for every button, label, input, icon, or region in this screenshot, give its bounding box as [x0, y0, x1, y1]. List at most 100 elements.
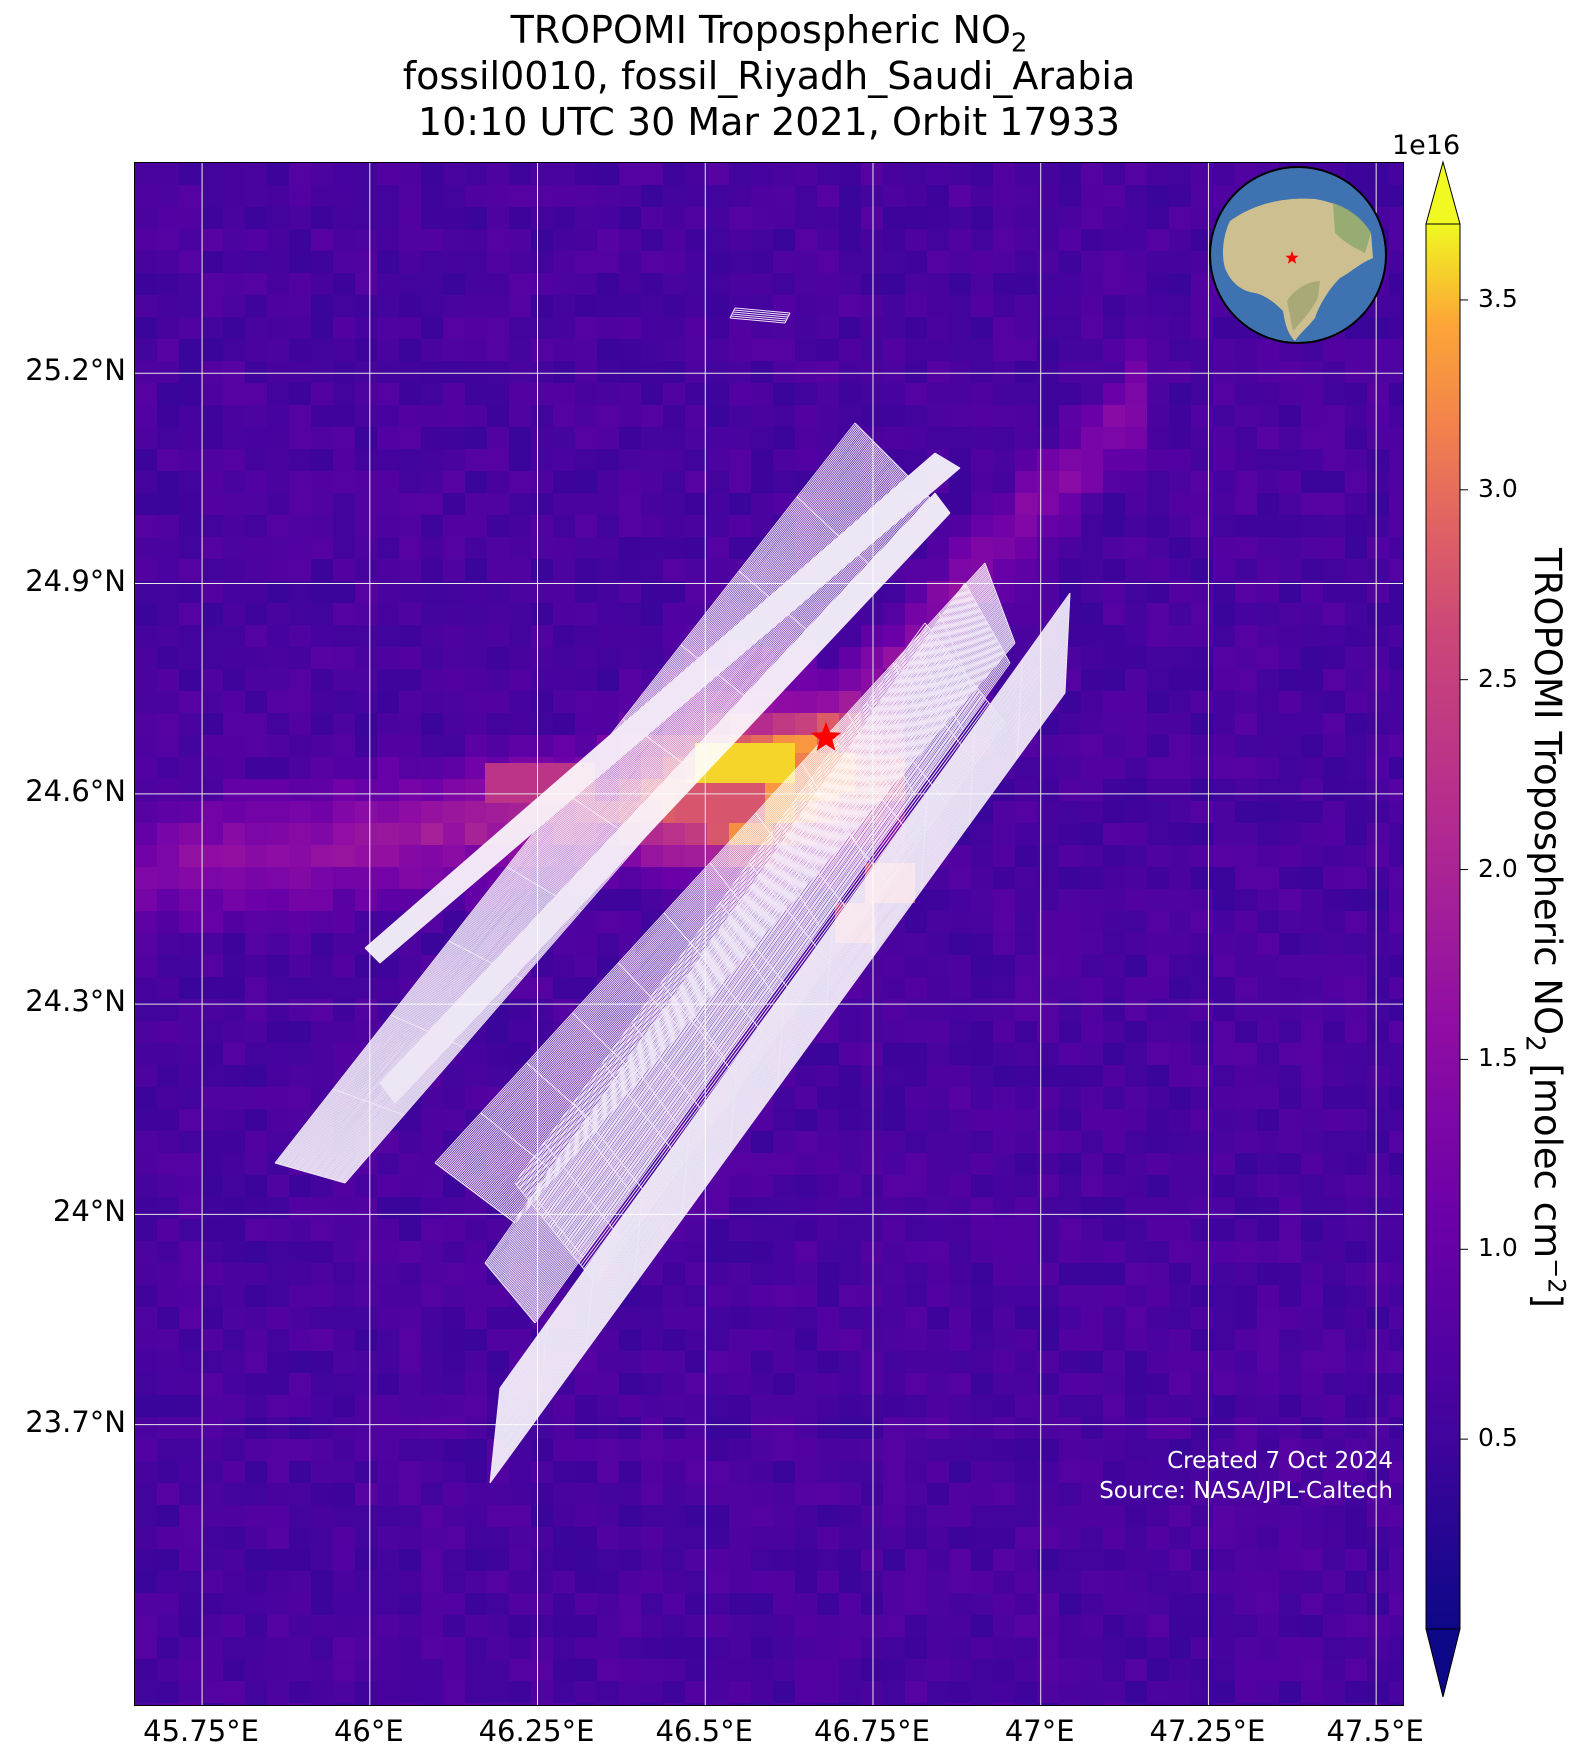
- no2-pixel: [465, 1417, 488, 1440]
- no2-pixel: [179, 889, 202, 912]
- no2-pixel: [1147, 1637, 1170, 1660]
- no2-pixel: [1147, 713, 1170, 736]
- no2-pixel: [311, 1175, 334, 1198]
- no2-pixel: [1257, 713, 1280, 736]
- no2-pixel: [1125, 1131, 1148, 1154]
- no2-pixel: [1059, 889, 1082, 912]
- no2-pixel: [575, 383, 598, 406]
- no2-pixel: [1323, 691, 1346, 714]
- no2-pixel: [311, 449, 334, 472]
- no2-pixel: [1169, 1329, 1192, 1352]
- no2-pixel: [883, 1087, 906, 1110]
- no2-pixel: [1169, 1153, 1192, 1176]
- no2-pixel: [245, 1219, 268, 1242]
- no2-pixel: [707, 537, 730, 560]
- no2-pixel: [465, 229, 488, 252]
- no2-pixel: [1081, 1197, 1104, 1220]
- no2-pixel: [179, 515, 202, 538]
- no2-pixel: [311, 559, 334, 582]
- no2-pixel: [179, 493, 202, 516]
- no2-pixel: [927, 1219, 950, 1242]
- no2-pixel: [223, 1219, 246, 1242]
- no2-pixel: [597, 1637, 620, 1660]
- swath-line: [493, 651, 1068, 1444]
- no2-pixel: [1125, 1637, 1148, 1660]
- no2-pixel: [1301, 1351, 1324, 1374]
- longitude-tick-label: 46.5°E: [655, 1714, 753, 1748]
- no2-pixel: [685, 1329, 708, 1352]
- no2-pixel: [465, 757, 488, 780]
- no2-pixel: [993, 955, 1016, 978]
- no2-pixel: [905, 1417, 928, 1440]
- no2-pixel: [1147, 735, 1170, 758]
- no2-map-panel: Created 7 Oct 2024 Source: NASA/JPL-Calt…: [134, 162, 1404, 1706]
- no2-pixel: [597, 317, 620, 340]
- swath-line: [499, 597, 1071, 1394]
- no2-pixel: [1147, 1109, 1170, 1132]
- no2-pixel: [1279, 1483, 1302, 1506]
- no2-pixel: [707, 1571, 730, 1594]
- no2-pixel: [1037, 581, 1060, 604]
- no2-pixel: [1103, 845, 1126, 868]
- no2-pixel: [773, 1571, 796, 1594]
- no2-pixel: [333, 273, 356, 296]
- no2-pixel: [1213, 955, 1236, 978]
- no2-pixel: [707, 1527, 730, 1550]
- no2-pixel: [201, 449, 224, 472]
- no2-pixel: [443, 515, 466, 538]
- no2-pixel: [685, 1351, 708, 1374]
- no2-pixel: [289, 427, 312, 450]
- no2-pixel: [993, 1329, 1016, 1352]
- no2-pixel: [1147, 1131, 1170, 1154]
- swath-line: [499, 594, 1071, 1390]
- no2-pixel: [949, 999, 972, 1022]
- no2-pixel: [1169, 1021, 1192, 1044]
- no2-pixel: [1147, 405, 1170, 428]
- no2-pixel: [223, 361, 246, 384]
- swath-line: [299, 451, 884, 1171]
- no2-pixel: [619, 581, 642, 604]
- no2-pixel: [1301, 427, 1324, 450]
- no2-pixel: [1147, 339, 1170, 362]
- no2-pixel: [333, 955, 356, 978]
- no2-pixel: [179, 559, 202, 582]
- swath-line: [491, 674, 1067, 1466]
- swath-line: [534, 662, 1011, 1324]
- no2-pixel: [1235, 735, 1258, 758]
- no2-pixel: [1147, 1395, 1170, 1418]
- no2-pixel: [1037, 1329, 1060, 1352]
- no2-pixel: [795, 273, 818, 296]
- no2-pixel: [267, 581, 290, 604]
- no2-pixel: [751, 1329, 774, 1352]
- no2-pixel: [1257, 911, 1280, 934]
- no2-pixel: [1103, 383, 1126, 406]
- no2-pixel: [1323, 1285, 1346, 1308]
- no2-pixel: [1125, 889, 1148, 912]
- no2-pixel: [1147, 1065, 1170, 1088]
- no2-pixel: [971, 1021, 994, 1044]
- no2-pixel: [531, 977, 554, 1000]
- no2-pixel: [201, 603, 224, 626]
- no2-pixel: [883, 1285, 906, 1308]
- no2-pixel: [487, 493, 510, 516]
- no2-pixel: [1059, 691, 1082, 714]
- no2-pixel: [1147, 669, 1170, 692]
- no2-pixel: [1125, 1593, 1148, 1616]
- no2-pixel: [223, 1307, 246, 1330]
- no2-pixel: [509, 515, 532, 538]
- no2-pixel: [1081, 1659, 1104, 1682]
- no2-pixel: [311, 185, 334, 208]
- no2-pixel: [355, 1395, 378, 1418]
- no2-pixel: [1213, 669, 1236, 692]
- no2-pixel: [1279, 559, 1302, 582]
- no2-pixel: [1125, 493, 1148, 516]
- no2-pixel: [443, 1065, 466, 1088]
- swath-line: [279, 428, 862, 1165]
- no2-pixel: [135, 427, 158, 450]
- no2-pixel: [487, 691, 510, 714]
- no2-pixel: [663, 427, 686, 450]
- no2-pixel: [421, 493, 444, 516]
- no2-pixel: [1257, 1329, 1280, 1352]
- no2-pixel: [1213, 1021, 1236, 1044]
- no2-pixel: [1125, 1285, 1148, 1308]
